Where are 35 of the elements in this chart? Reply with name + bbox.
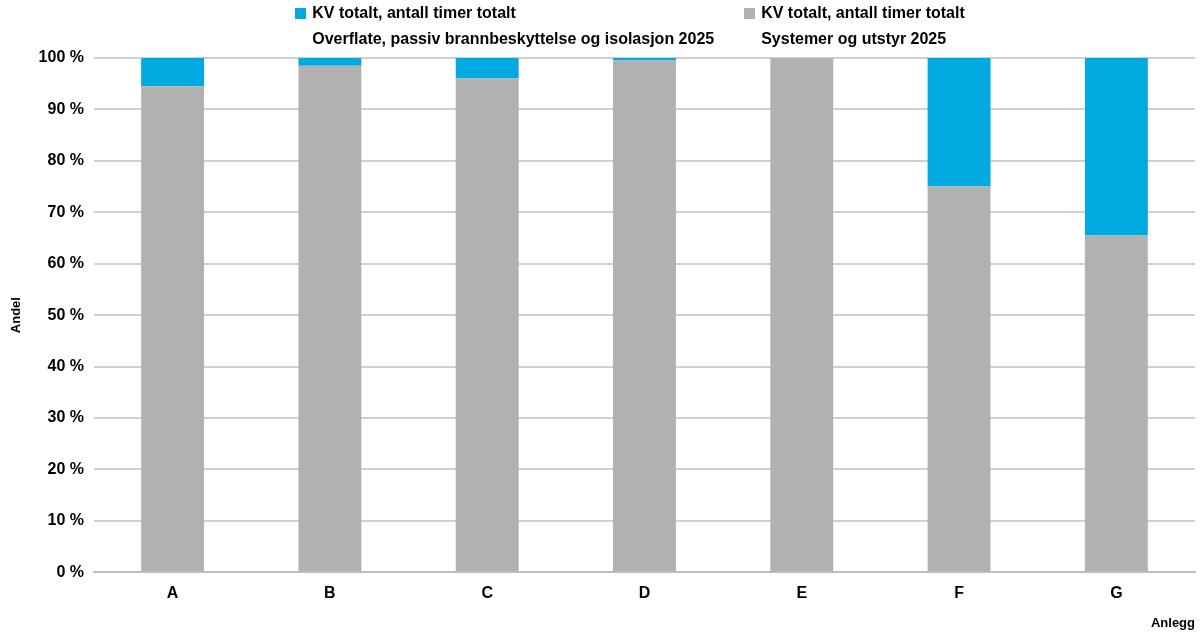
- bar: [613, 60, 676, 572]
- y-tick-label: 70 %: [47, 202, 84, 220]
- y-tick-label: 90 %: [47, 99, 84, 117]
- x-tick-label: C: [481, 584, 494, 602]
- bar: [770, 58, 834, 572]
- bar: [455, 78, 519, 572]
- y-tick-label: 40 %: [47, 356, 84, 374]
- bar: [927, 186, 991, 572]
- bar: [141, 58, 205, 87]
- legend-label: KV totalt, antall timer totalt Overflate, passiv brannbeskyttelse og isolasjon 2025: [312, 3, 715, 49]
- x-axis-title: Anlegg: [1150, 614, 1196, 630]
- x-tick-label: G: [1110, 584, 1123, 602]
- bar: [1084, 235, 1148, 572]
- x-tick-label: D: [638, 584, 651, 602]
- bar: [1084, 58, 1148, 236]
- bar: [141, 86, 205, 572]
- y-tick-label: 50 %: [47, 305, 84, 323]
- bar: [298, 65, 362, 572]
- y-tick-label: 80 %: [47, 151, 84, 169]
- y-tick-label: 0 %: [56, 562, 84, 580]
- y-tick-label: 20 %: [47, 459, 84, 477]
- x-tick-label: E: [796, 584, 808, 602]
- x-tick-label: B: [324, 584, 336, 602]
- x-tick-label: F: [954, 584, 965, 602]
- bar: [927, 58, 991, 187]
- y-axis-title: Andel: [8, 297, 24, 334]
- bar: [298, 58, 362, 66]
- bar: [613, 58, 676, 61]
- x-tick-label: A: [166, 584, 179, 602]
- y-tick-label: 30 %: [47, 408, 84, 426]
- legend-label: KV totalt, antall timer totalt Systemer og utstyr 2025: [761, 3, 965, 49]
- bar: [455, 58, 519, 79]
- y-tick-label: 100 %: [38, 48, 84, 66]
- y-tick-label: 10 %: [47, 511, 84, 529]
- y-tick-label: 60 %: [47, 254, 84, 272]
